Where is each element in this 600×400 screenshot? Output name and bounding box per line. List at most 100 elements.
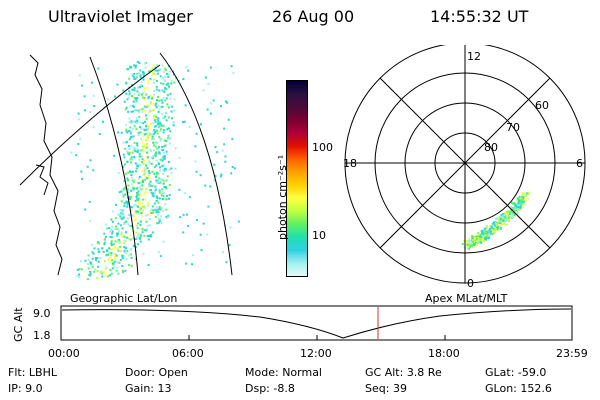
aurora-pixel xyxy=(139,223,142,226)
aurora-pixel xyxy=(227,118,230,121)
aurora-pixel xyxy=(149,69,152,72)
aurora-pixel xyxy=(511,216,514,219)
aurora-pixel xyxy=(164,87,167,89)
aurora-pixel xyxy=(132,244,135,247)
aurora-pixel xyxy=(158,152,161,155)
aurora-pixel xyxy=(79,260,82,263)
aurora-pixel xyxy=(143,133,146,136)
aurora-pixel xyxy=(188,196,191,199)
aurora-pixel xyxy=(136,164,139,167)
aurora-pixel xyxy=(521,196,523,198)
aurora-pixel xyxy=(133,105,136,108)
aurora-pixel xyxy=(168,85,171,88)
aurora-pixel xyxy=(145,188,148,190)
aurora-pixel xyxy=(84,259,87,262)
aurora-pixel xyxy=(495,222,497,225)
mlt-label-18: 18 xyxy=(343,157,357,170)
aurora-pixel xyxy=(143,178,146,181)
aurora-pixel xyxy=(139,234,142,237)
aurora-pixel xyxy=(513,202,516,205)
aurora-pixel xyxy=(161,188,164,191)
aurora-pixel xyxy=(116,83,119,86)
aurora-pixel xyxy=(483,227,486,230)
aurora-pixel xyxy=(153,208,156,211)
aurora-pixel xyxy=(145,220,148,223)
aurora-pixel xyxy=(515,204,518,207)
aurora-pixel xyxy=(132,88,135,91)
aurora-pixel xyxy=(89,273,92,275)
aurora-pixel xyxy=(140,137,143,140)
aurora-pixel xyxy=(164,203,167,206)
aurora-pixel xyxy=(165,139,168,142)
aurora-pixel xyxy=(131,176,134,179)
aurora-pixel xyxy=(162,240,165,243)
aurora-pixel xyxy=(139,84,142,86)
aurora-pixel xyxy=(158,220,161,223)
aurora-pixel xyxy=(509,210,512,213)
aurora-pixel xyxy=(147,185,150,188)
aurora-pixel xyxy=(160,138,163,140)
aurora-pixel xyxy=(134,101,137,104)
aurora-pixel xyxy=(491,226,494,229)
aurora-pixel xyxy=(167,75,170,78)
aurora-pixel xyxy=(133,157,136,160)
aurora-pixel xyxy=(127,110,130,113)
aurora-pixel xyxy=(162,76,165,79)
aurora-pixel xyxy=(163,145,165,148)
aurora-pixel xyxy=(492,228,495,231)
aurora-pixel xyxy=(521,194,524,197)
aurora-pixel xyxy=(173,98,176,101)
aurora-pixel xyxy=(498,224,501,227)
aurora-pixel xyxy=(516,211,518,214)
aurora-pixel xyxy=(159,128,162,131)
aurora-pixel xyxy=(131,186,134,189)
aurora-pixel xyxy=(104,240,107,243)
aurora-pixel xyxy=(154,153,157,156)
aurora-pixel xyxy=(523,200,525,203)
aurora-pixel xyxy=(137,134,140,137)
aurora-pixel xyxy=(157,146,160,149)
aurora-pixel xyxy=(161,159,164,162)
aurora-pixel xyxy=(151,192,154,195)
aurora-pixel xyxy=(159,255,162,258)
aurora-pixel xyxy=(160,124,163,127)
aurora-pixel xyxy=(161,192,164,195)
aurora-pixel xyxy=(490,230,492,233)
timeline-ytick-1.8: 1.8 xyxy=(33,329,51,342)
aurora-pixel xyxy=(152,144,155,147)
aurora-pixel xyxy=(143,171,146,174)
aurora-pixel xyxy=(130,130,133,133)
parallel-line xyxy=(19,64,161,186)
aurora-pixel xyxy=(125,141,128,144)
aurora-pixel xyxy=(204,76,207,79)
aurora-pixel xyxy=(513,213,516,216)
aurora-pixel xyxy=(129,158,132,161)
aurora-pixel xyxy=(137,222,140,225)
aurora-pixel xyxy=(143,98,146,101)
aurora-pixel xyxy=(84,109,86,112)
aurora-pixel xyxy=(119,209,122,212)
aurora-pixel xyxy=(132,104,135,107)
aurora-pixel xyxy=(89,274,92,277)
aurora-pixel xyxy=(521,192,524,194)
aurora-pixel xyxy=(123,255,126,258)
aurora-pixel xyxy=(522,195,525,198)
aurora-pixel xyxy=(131,214,134,217)
aurora-pixel xyxy=(151,184,154,187)
aurora-pixel xyxy=(152,155,155,158)
aurora-pixel xyxy=(525,199,528,202)
aurora-pixel xyxy=(145,146,148,149)
aurora-pixel xyxy=(147,174,150,177)
aurora-pixel xyxy=(83,95,86,98)
aurora-pixel xyxy=(126,131,129,134)
aurora-pixel xyxy=(151,209,154,212)
aurora-pixel xyxy=(228,244,231,247)
aurora-pixel xyxy=(212,99,215,102)
aurora-pixel xyxy=(468,237,471,240)
aurora-pixel xyxy=(146,156,149,159)
aurora-pixel xyxy=(129,234,132,237)
aurora-pixel xyxy=(126,236,129,239)
aurora-pixel xyxy=(108,247,111,250)
aurora-pixel xyxy=(147,176,150,179)
aurora-pixel xyxy=(107,258,110,261)
